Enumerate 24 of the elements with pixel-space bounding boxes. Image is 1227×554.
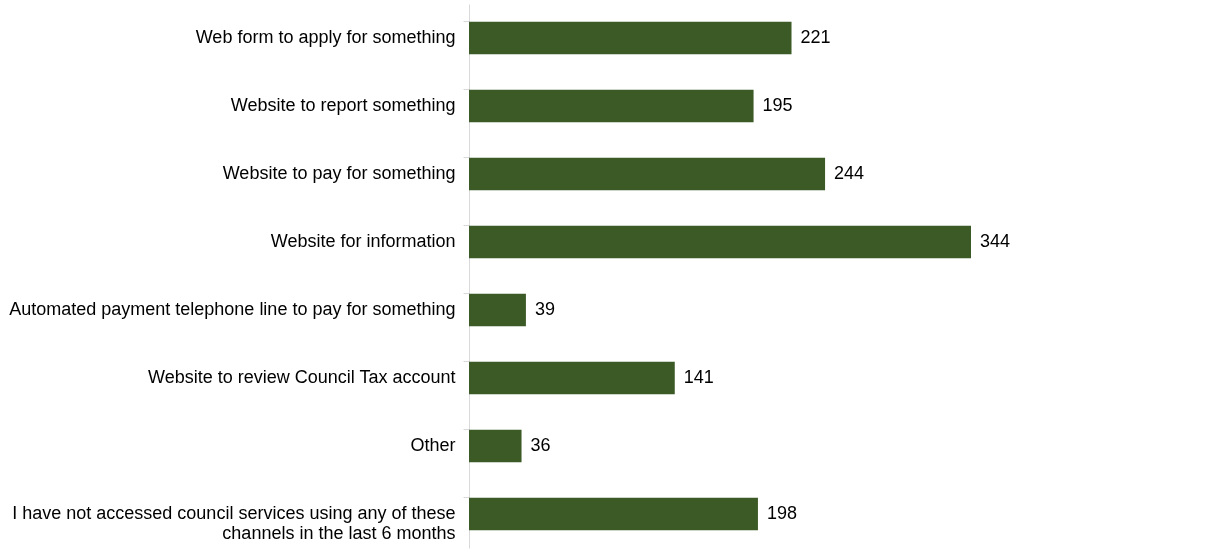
data-label: 344	[980, 231, 1011, 251]
data-label: 244	[834, 163, 865, 183]
y-tick-label: Website for information	[270, 231, 456, 251]
y-tick-label: Website to pay for something	[222, 163, 456, 183]
bar	[469, 429, 522, 463]
y-tick-label: Website to report something	[230, 95, 456, 115]
data-label: 39	[534, 299, 555, 319]
bar	[469, 293, 526, 327]
bar	[469, 497, 758, 531]
y-tick-label: Website to review Council Tax account	[148, 367, 456, 387]
bar	[469, 361, 675, 395]
y-tick-label: I have not accessed council services using any of these channels in the last 6 months	[12, 503, 456, 543]
y-tick-label: Automated payment telephone line to pay for something	[9, 299, 456, 319]
data-label: 36	[530, 435, 551, 455]
bar	[469, 21, 792, 55]
bar	[469, 225, 971, 259]
bar	[469, 89, 754, 123]
y-tick-label: Other	[410, 435, 456, 455]
data-label: 141	[683, 367, 714, 387]
data-label: 221	[800, 27, 831, 47]
bar	[469, 157, 826, 191]
y-tick-label: Web form to apply for something	[195, 27, 456, 47]
data-label: 195	[762, 95, 793, 115]
data-label: 198	[766, 503, 797, 523]
